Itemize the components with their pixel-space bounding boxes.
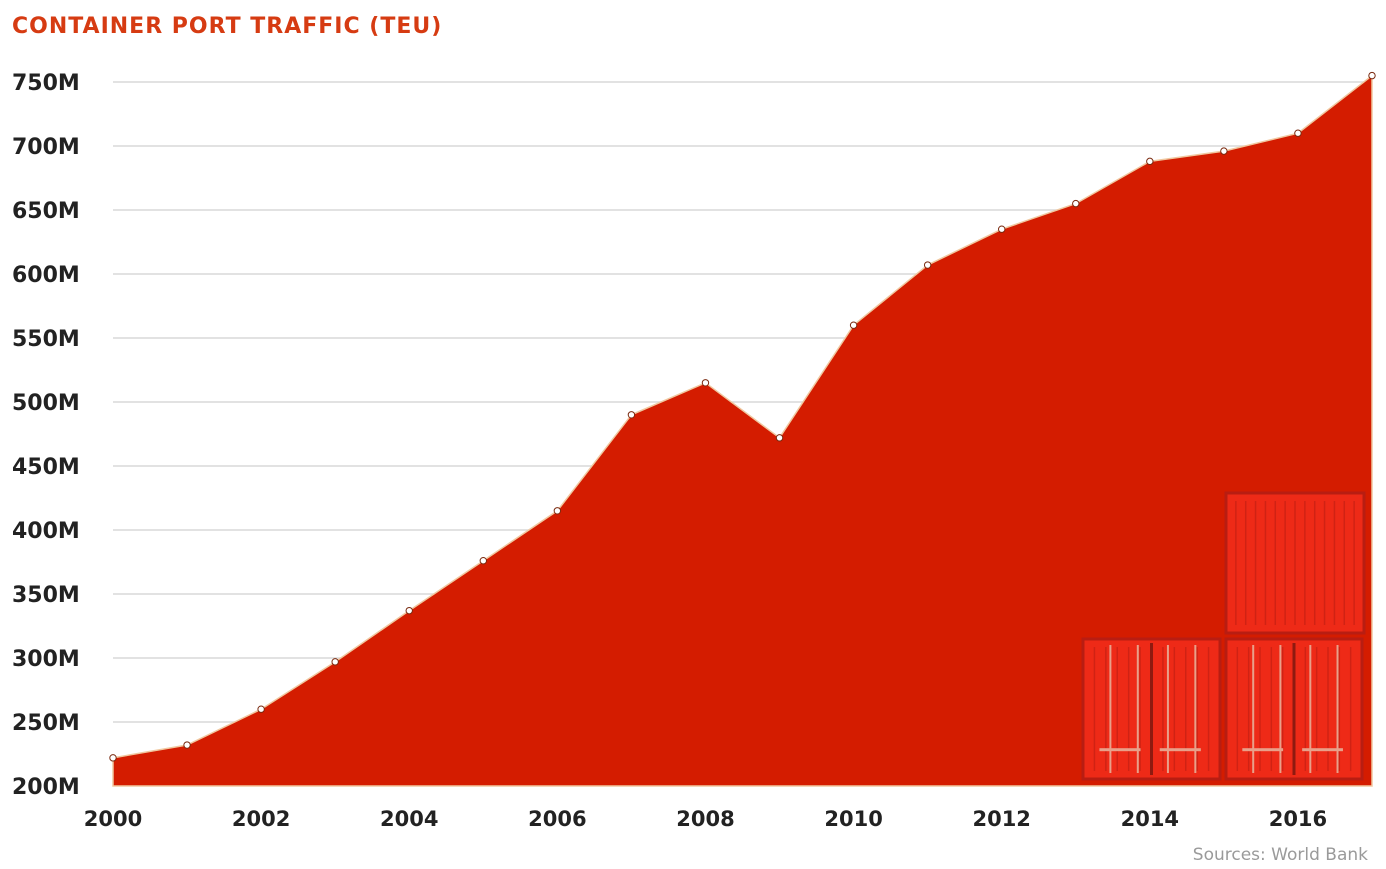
y-tick-label: 450M <box>12 455 80 480</box>
y-tick-label: 200M <box>12 775 80 800</box>
y-tick-label: 250M <box>12 711 80 736</box>
x-tick-label: 2008 <box>676 807 734 831</box>
container-icon <box>1224 637 1364 781</box>
x-tick-label: 2014 <box>1121 807 1179 831</box>
y-tick-label: 300M <box>12 647 80 672</box>
x-tick-label: 2002 <box>232 807 290 831</box>
data-point <box>1072 199 1080 208</box>
data-point <box>479 557 487 565</box>
y-tick-label: 400M <box>12 519 80 544</box>
data-point <box>627 411 636 419</box>
x-axis-ticks: 2000 2002 2004 2006 2008 2010 2012 2014 2016 <box>84 807 1327 831</box>
y-tick-label: 650M <box>12 199 80 224</box>
data-point <box>331 658 339 666</box>
data-points <box>109 71 1376 762</box>
data-point <box>923 261 932 269</box>
x-tick-label: 2016 <box>1269 807 1327 831</box>
data-point <box>849 321 858 329</box>
y-tick-label: 350M <box>12 583 80 608</box>
data-point <box>257 705 265 713</box>
y-tick-label: 600M <box>12 263 80 288</box>
container-icon <box>1224 491 1366 635</box>
data-point <box>1146 157 1154 166</box>
x-tick-label: 2010 <box>824 807 882 831</box>
y-tick-label: 700M <box>12 135 80 160</box>
data-point <box>405 606 413 615</box>
x-tick-label: 2000 <box>84 807 142 831</box>
data-point <box>183 741 191 749</box>
y-axis-ticks: 200M 250M 300M 350M 400M 450M 500M 550M 600M 650M… <box>12 71 80 800</box>
y-tick-label: 750M <box>12 71 80 96</box>
x-tick-label: 2006 <box>528 807 586 831</box>
y-tick-label: 550M <box>12 327 80 352</box>
x-tick-label: 2004 <box>380 807 438 831</box>
container-icon <box>1081 637 1222 781</box>
shipping-containers-illustration <box>1081 491 1366 781</box>
source-note: Sources: World Bank <box>1192 845 1368 865</box>
data-point <box>998 225 1006 233</box>
x-tick-label: 2012 <box>972 807 1030 831</box>
y-tick-label: 500M <box>12 391 80 416</box>
data-point <box>1368 71 1376 80</box>
data-point <box>553 507 562 515</box>
data-point <box>775 434 784 442</box>
chart-title: CONTAINER PORT TRAFFIC (TEU) <box>12 14 443 39</box>
data-point <box>1220 147 1228 155</box>
data-point <box>1294 129 1302 137</box>
data-point <box>701 379 710 387</box>
data-point <box>109 754 117 762</box>
